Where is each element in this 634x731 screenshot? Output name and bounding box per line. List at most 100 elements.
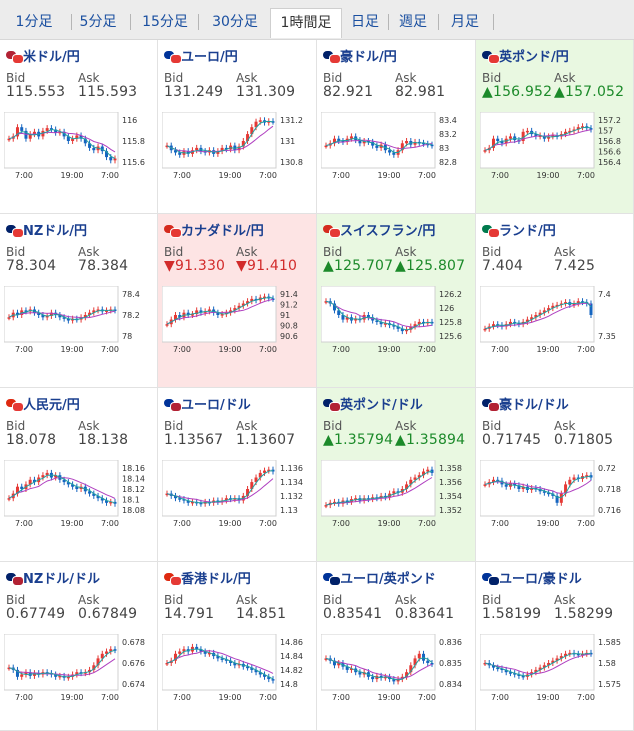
- candlestick-chart: 7.47.357:00 19:00 7:00: [480, 286, 616, 354]
- bid-label: Bid: [482, 71, 502, 85]
- bid-label: Bid: [323, 593, 343, 607]
- candle: [405, 141, 409, 144]
- y-tick-label: 18.16: [122, 464, 145, 473]
- currency-pair-link[interactable]: ユーロ/豪ドル: [482, 568, 582, 587]
- rate-card[interactable]: 米ドル/円 Bid Ask 115.553 115.593 116 115.8 115.6 7:…: [0, 40, 158, 214]
- currency-pair-link[interactable]: 英ポンド/円: [482, 46, 569, 65]
- candle: [263, 470, 267, 473]
- candle: [430, 663, 434, 665]
- currency-pair-link[interactable]: ユーロ/円: [164, 46, 238, 65]
- currency-pair-link[interactable]: 豪ドル/ドル: [482, 394, 569, 413]
- currency-pair-link[interactable]: 米ドル/円: [6, 46, 80, 65]
- mini-chart[interactable]: 83.4 83.2 83 82.8 7:00 19:00 7:00: [321, 112, 469, 182]
- candle: [405, 672, 409, 677]
- candle: [241, 141, 245, 147]
- rate-card[interactable]: 香港ドル/円 Bid Ask 14.791 14.851 14.86 14.84 14.82 1…: [158, 562, 317, 731]
- currency-pair-link[interactable]: 香港ドル/円: [164, 568, 251, 587]
- mini-chart[interactable]: 0.72 0.718 0.716 7:00 19:00 7:00: [480, 460, 628, 530]
- candle: [337, 310, 341, 315]
- mini-chart[interactable]: 1.136 1.134 1.132 1.13 7:00 19:00 7:00: [162, 460, 310, 530]
- tab-timeframe[interactable]: 週足: [399, 14, 427, 30]
- bid-value: 0.71745: [482, 432, 542, 448]
- currency-pair-link[interactable]: 豪ドル/円: [323, 46, 397, 65]
- rate-card[interactable]: ユーロ/英ポンド Bid Ask 0.83541 0.83641 0.836 0.835 0.…: [317, 562, 476, 731]
- mini-chart[interactable]: 126.2 126 125.8 125.6 7:00 19:00 7:00: [321, 286, 469, 356]
- candle: [426, 469, 430, 472]
- currency-flags-icon: [6, 51, 24, 64]
- x-tick-label: 7:00: [101, 693, 119, 702]
- candle: [246, 134, 250, 141]
- ask-value: ▼91.410: [236, 258, 298, 274]
- currency-pair-link[interactable]: ユーロ/英ポンド: [323, 568, 436, 587]
- currency-pair-link[interactable]: 人民元/円: [6, 394, 80, 413]
- tab-timeframe[interactable]: 1時間足: [270, 8, 342, 38]
- bid-label: Bid: [482, 419, 502, 433]
- rate-card[interactable]: スイスフラン/円 Bid Ask ▲125.707 ▲125.807 126.2 126 12…: [317, 214, 476, 388]
- rate-card[interactable]: 人民元/円 Bid Ask 18.078 18.138 18.16 18.14 18.12 18…: [0, 388, 158, 562]
- mini-chart[interactable]: 1.358 1.356 1.354 1.352 7:00 19:00 7:00: [321, 460, 469, 530]
- mini-chart[interactable]: 131.2 131 130.8 7:00 19:00 7:00: [162, 112, 310, 182]
- currency-pair-link[interactable]: NZドル/円: [6, 220, 87, 239]
- rate-card[interactable]: ユーロ/円 Bid Ask 131.249 131.309 131.2 131 130.8 7:…: [158, 40, 317, 214]
- currency-pair-link[interactable]: カナダドル/円: [164, 220, 264, 239]
- y-tick-label: 0.676: [122, 659, 145, 668]
- mini-chart[interactable]: 0.678 0.676 0.674 7:00 19:00 7:00: [4, 634, 152, 704]
- tab-timeframe[interactable]: 月足: [451, 14, 479, 30]
- mini-chart[interactable]: 0.836 0.835 0.834 7:00 19:00 7:00: [321, 634, 469, 704]
- mini-chart[interactable]: 78.4 78.2 78 7:00 19:00 7:00: [4, 286, 152, 356]
- tab-timeframe[interactable]: 30分足: [212, 14, 258, 30]
- change-arrow-icon: ▼: [164, 258, 175, 274]
- candle: [24, 310, 28, 312]
- candle: [92, 310, 96, 313]
- bid-label: Bid: [164, 593, 184, 607]
- candle: [45, 315, 49, 318]
- ask-value: 131.309: [236, 84, 296, 100]
- tab-timeframe[interactable]: 日足: [351, 14, 379, 30]
- rate-card[interactable]: NZドル/ドル Bid Ask 0.67749 0.67849 0.678 0.676 0.6…: [0, 562, 158, 731]
- rate-card[interactable]: カナダドル/円 Bid Ask ▼91.330 ▼91.410 91.4 91.2 91 90.…: [158, 214, 317, 388]
- x-tick-label: 7:00: [577, 519, 595, 528]
- mini-chart[interactable]: 18.16 18.14 18.12 18.1 18.08 7:00 19:00 7:00: [4, 460, 152, 530]
- currency-pair-link[interactable]: ランド/円: [482, 220, 556, 239]
- y-tick-label: 91: [280, 311, 290, 320]
- mini-chart[interactable]: 1.585 1.58 1.575 7:00 19:00 7:00: [480, 634, 628, 704]
- currency-flags-icon: [323, 399, 341, 412]
- rate-card[interactable]: NZドル/円 Bid Ask 78.304 78.384 78.4 78.2 78 7:00 19…: [0, 214, 158, 388]
- currency-pair-name: 香港ドル/円: [181, 572, 251, 587]
- mini-chart[interactable]: 7.4 7.35 7:00 19:00 7:00: [480, 286, 628, 356]
- tab-timeframe[interactable]: 1分足: [15, 14, 53, 30]
- bid-value: ▼91.330: [164, 258, 226, 274]
- bid-value: ▲1.35794: [323, 432, 394, 448]
- rate-card[interactable]: ランド/円 Bid Ask 7.404 7.425 7.4 7.35 7:00 19:00 7:0…: [476, 214, 634, 388]
- mini-chart[interactable]: 157.2 157 156.8 156.6 156.4 7:00 19:00 7:00: [480, 112, 628, 182]
- currency-pair-link[interactable]: 英ポンド/ドル: [323, 394, 423, 413]
- rate-card[interactable]: 英ポンド/ドル Bid Ask ▲1.35794 ▲1.35894 1.358 1.356 1…: [317, 388, 476, 562]
- rate-card[interactable]: 豪ドル/ドル Bid Ask 0.71745 0.71805 0.72 0.718 0.716…: [476, 388, 634, 562]
- rate-card[interactable]: ユーロ/豪ドル Bid Ask 1.58199 1.58299 1.585 1.58 1.57…: [476, 562, 634, 731]
- currency-pair-link[interactable]: スイスフラン/円: [323, 220, 435, 239]
- candle: [54, 129, 58, 133]
- tab-timeframe[interactable]: 5分足: [79, 14, 117, 30]
- mini-chart[interactable]: 116 115.8 115.6 7:00 19:00 7:00: [4, 112, 152, 182]
- currency-pair-link[interactable]: NZドル/ドル: [6, 568, 100, 587]
- candle: [83, 315, 87, 318]
- mini-chart[interactable]: 91.4 91.2 91 90.8 90.6 7:00 19:00 7:00: [162, 286, 310, 356]
- currency-pair-name: ユーロ/英ポンド: [340, 572, 436, 587]
- rate-card[interactable]: ユーロ/ドル Bid Ask 1.13567 1.13607 1.136 1.134 1.13…: [158, 388, 317, 562]
- bid-label: Bid: [164, 71, 184, 85]
- rate-card[interactable]: 豪ドル/円 Bid Ask 82.921 82.981 83.4 83.2 83 82.8 7:0…: [317, 40, 476, 214]
- candle: [572, 303, 576, 305]
- y-tick-label: 82.8: [439, 158, 457, 167]
- x-tick-label: 7:00: [491, 345, 509, 354]
- rate-card[interactable]: 英ポンド/円 Bid Ask ▲156.952 ▲157.052 157.2 157 156.…: [476, 40, 634, 214]
- tab-timeframe[interactable]: 15分足: [142, 14, 188, 30]
- candle: [173, 495, 177, 499]
- candle: [413, 477, 417, 480]
- currency-pair-link[interactable]: ユーロ/ドル: [164, 394, 251, 413]
- candle: [165, 324, 169, 326]
- y-tick-label: 0.678: [122, 638, 145, 647]
- candle: [332, 501, 336, 504]
- mini-chart[interactable]: 14.86 14.84 14.82 14.8 7:00 19:00 7:00: [162, 634, 310, 704]
